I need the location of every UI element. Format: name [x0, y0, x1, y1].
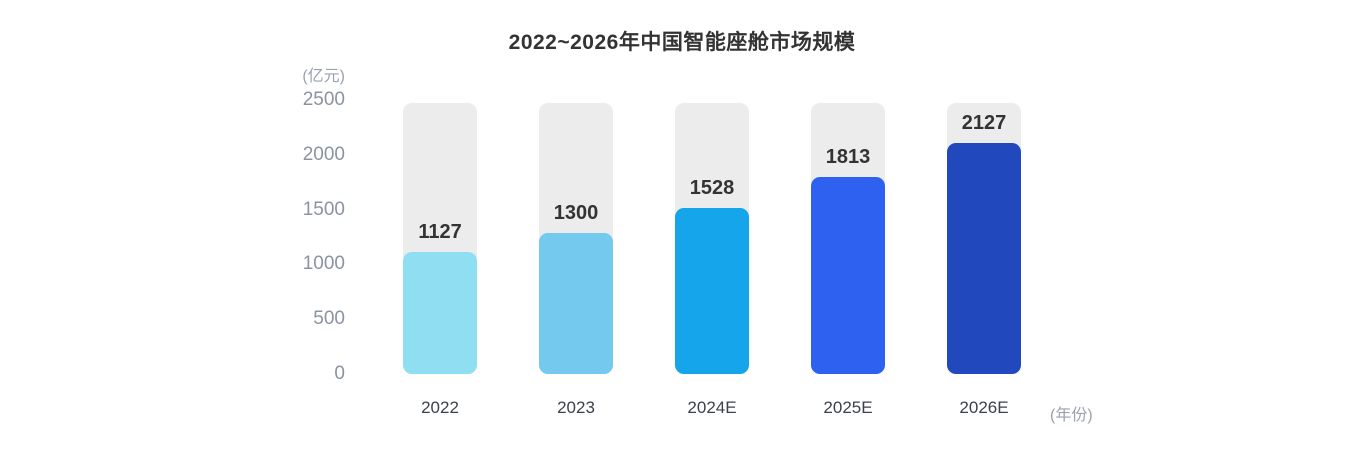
x-axis-unit-label: (年份): [1050, 407, 1093, 424]
x-axis-label: 2023: [557, 398, 595, 417]
bar-fill: [811, 177, 885, 374]
y-axis-tick: 1000: [302, 253, 345, 275]
bar-group-2025e: 1813 2025E: [811, 103, 885, 417]
x-axis-label: 2026E: [959, 398, 1009, 417]
bar-fill: [539, 233, 613, 374]
bar-value-label: 1528: [689, 177, 735, 200]
y-axis: 2500 2000 1500 1000 500 0: [195, 89, 345, 384]
bar-fill: [947, 143, 1021, 374]
bar-fill: [675, 208, 749, 374]
bar-group-2022: 1127 2022: [403, 103, 477, 417]
bar-value-label: 1813: [825, 146, 871, 169]
bar-group-2024e: 1528 2024E: [675, 103, 749, 417]
chart-title: 2022~2026年中国智能座舱市场规模: [508, 31, 856, 54]
bar-group-2023: 1300 2023: [539, 103, 613, 417]
y-axis-tick: 0: [334, 363, 345, 384]
bar-value-label: 2127: [961, 112, 1007, 135]
y-axis-tick: 1500: [302, 198, 345, 220]
y-axis-tick: 500: [313, 308, 345, 330]
bar-track: [811, 103, 885, 374]
bar-group-2026e: 2127 2026E: [947, 103, 1021, 417]
bar-track: [539, 103, 613, 374]
bar-value-label: 1300: [553, 202, 599, 225]
x-axis-label: 2022: [421, 398, 459, 417]
bar-fill: [403, 251, 477, 374]
y-axis-tick: 2500: [302, 89, 345, 110]
bar-track: [403, 103, 477, 374]
bar-value-label: 1127: [418, 220, 462, 243]
x-axis-label: 2024E: [687, 398, 737, 417]
x-axis-label: 2025E: [823, 398, 873, 417]
bar-track: [675, 103, 749, 374]
bar-track: [947, 103, 1021, 374]
y-axis-tick: 2000: [302, 143, 345, 165]
y-axis-unit-label: (亿元): [302, 68, 345, 85]
plot-area: 1127 2022 1300 2023 1528 2024E 1813 2025…: [403, 103, 1021, 417]
